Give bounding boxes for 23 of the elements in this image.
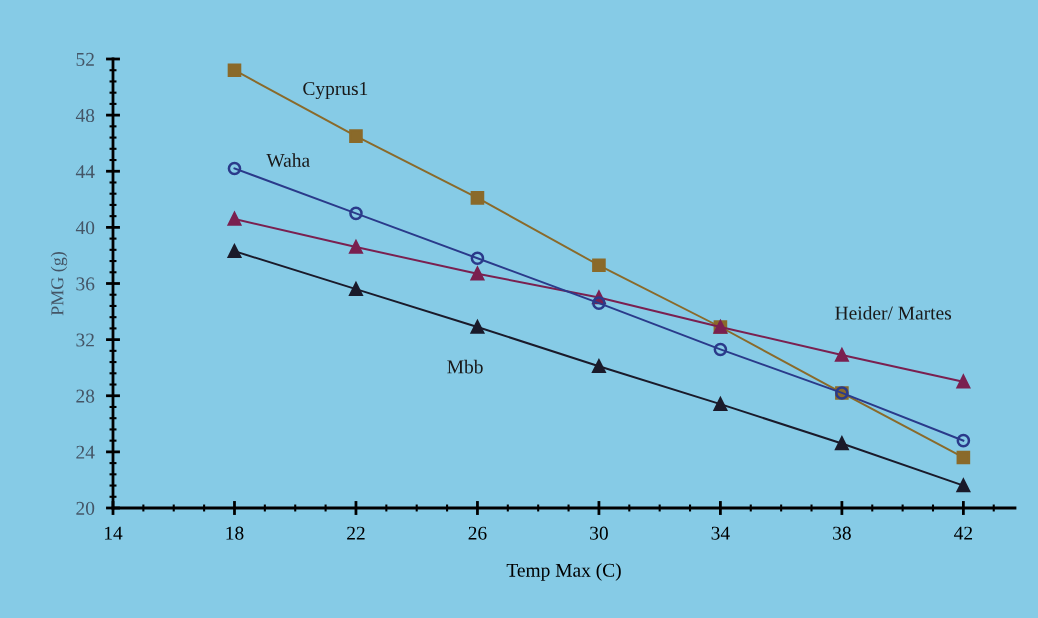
series-label: Mbb [447, 359, 483, 374]
x-tick-label: 14 [104, 526, 123, 540]
y-tick-label: 24 [76, 445, 95, 459]
y-tick-label: 20 [76, 501, 95, 515]
y-axis-title: PMG (g) [50, 251, 68, 316]
y-tick-label: 52 [76, 52, 94, 66]
series-label: Waha [266, 153, 310, 168]
series-label: Heider/ Martes [835, 305, 952, 320]
x-tick-label: 34 [711, 526, 730, 540]
x-tick-label: 38 [833, 526, 851, 540]
y-tick-label: 44 [75, 165, 95, 178]
x-tick-label: 30 [590, 526, 608, 540]
x-tick-label: 22 [347, 526, 365, 540]
y-tick-label: 48 [75, 108, 95, 123]
x-tick-label: 18 [226, 526, 244, 540]
series-label: Cyprus1 [303, 82, 368, 100]
y-tick-label: 32 [76, 333, 94, 347]
y-tick-label: 40 [75, 221, 95, 235]
y-tick-label: 36 [76, 277, 95, 291]
x-tick-label: 26 [468, 526, 487, 540]
x-tick-label: 42 [954, 526, 973, 540]
x-axis-title: Temp Max (C) [506, 563, 621, 581]
y-tick-label: 28 [76, 389, 95, 403]
